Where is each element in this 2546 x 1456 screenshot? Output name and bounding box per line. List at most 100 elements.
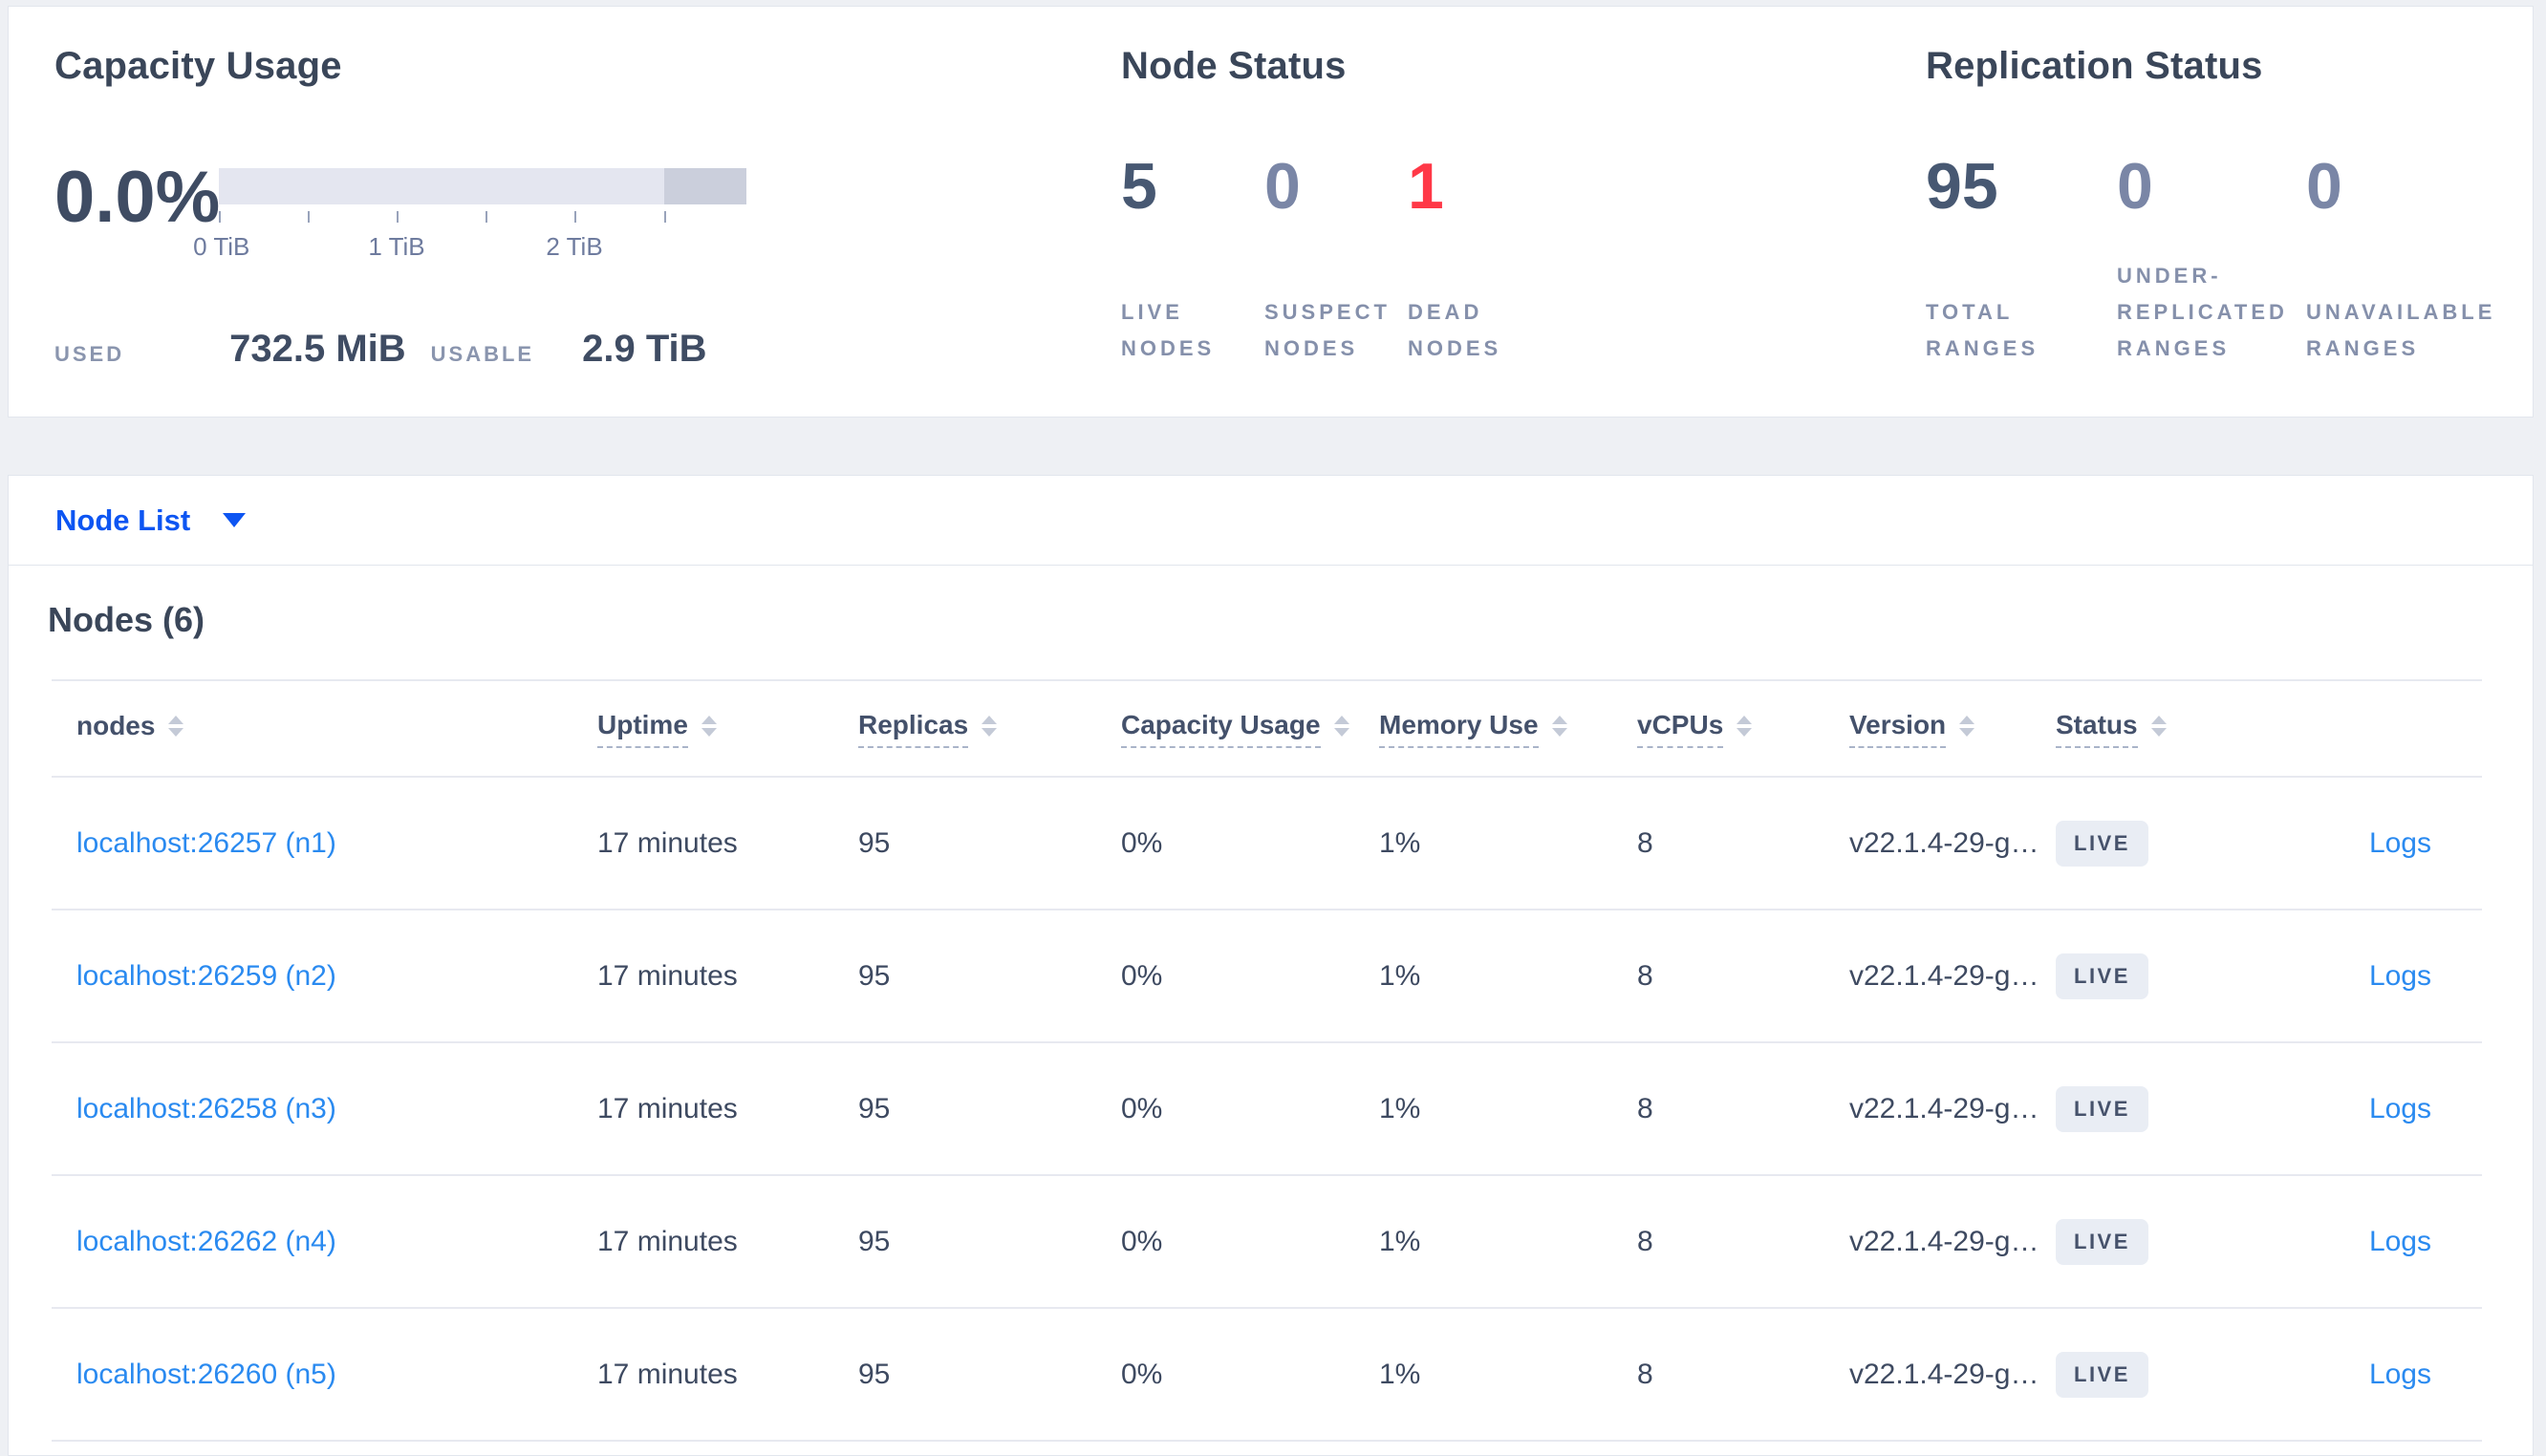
capacity-usage-cell: 0% [1121,1358,1163,1390]
memory-use-cell: 1% [1379,1358,1421,1390]
vcpus-cell: 8 [1637,1092,1653,1124]
capacity-usage-cell: 0% [1121,959,1163,992]
axis-tick [485,211,487,223]
node-link[interactable]: localhost:26257 (n1) [76,826,336,859]
status-badge: LIVE [2056,820,2148,867]
capacity-usage-cell: 0% [1121,1092,1163,1124]
node-status-title: Node Status [1121,45,1347,87]
replicas-cell: 95 [858,1358,891,1390]
uptime-cell: 17 minutes [597,1092,738,1124]
capacity-bar-unusable-segment [664,168,746,204]
view-selector-label: Node List [55,503,191,537]
vcpus-cell: 8 [1637,959,1653,992]
used-value: 732.5 MiB [229,328,406,370]
section-gap [8,418,2534,475]
nodes-table-header-row: nodes Uptime Replicas Capacity Usage Mem… [52,681,2482,778]
sort-icon [1737,715,1753,737]
divider [52,679,2482,681]
capacity-usage-bar [219,168,746,204]
under-replicated-ranges-label: UNDER- REPLICATED RANGES [2117,264,2288,360]
replicas-cell: 95 [858,826,891,859]
dead-nodes-label: DEAD NODES [1408,300,1502,360]
nodes-table-body: localhost:26257 (n1) 17 minutes 95 0% 1%… [9,778,2533,1442]
logs-link[interactable]: Logs [2368,959,2431,992]
dead-nodes-count: 1 [1408,150,1444,223]
uptime-cell: 17 minutes [597,826,738,859]
version-cell: v22.1.4-29-g… [1849,1092,2039,1124]
column-header-uptime[interactable]: Uptime [597,710,858,748]
node-link[interactable]: localhost:26258 (n3) [76,1092,336,1124]
replicas-cell: 95 [858,1225,891,1257]
axis-tick [574,211,577,223]
logs-link[interactable]: Logs [2368,1092,2431,1124]
total-ranges-count: 95 [1926,150,1998,223]
replication-status-values: 95 0 0 [1926,154,2342,219]
memory-use-cell: 1% [1379,959,1421,992]
column-header-nodes[interactable]: nodes [76,711,597,747]
node-link[interactable]: localhost:26260 (n5) [76,1358,336,1390]
column-header-memory-use[interactable]: Memory Use [1379,710,1637,748]
version-cell: v22.1.4-29-g… [1849,826,2039,859]
sort-icon [1959,715,1975,737]
memory-use-cell: 1% [1379,1225,1421,1257]
column-header-capacity-usage[interactable]: Capacity Usage [1121,710,1379,748]
unavailable-ranges-count: 0 [2306,150,2342,223]
node-status-values: 5 0 1 [1121,154,1444,219]
status-badge: LIVE [2056,1351,2148,1398]
replicas-cell: 95 [858,959,891,992]
used-label: USED [54,342,125,366]
capacity-used-row: USED 732.5 MiB USABLE 2.9 TiB [54,328,707,371]
axis-tick [219,211,221,223]
cluster-summary-panel: Capacity Usage 0.0% 0 TiB 1 TiB 2 TiB US… [8,6,2534,418]
vcpus-cell: 8 [1637,1358,1653,1390]
axis-tick [308,211,310,223]
view-selector-dropdown[interactable]: Node List [8,475,2534,566]
status-badge: LIVE [2056,953,2148,999]
capacity-percent-value: 0.0% [54,157,221,238]
total-ranges-label: TOTAL RANGES [1926,300,2039,360]
table-row: localhost:26260 (n5) 17 minutes 95 0% 1%… [52,1309,2482,1442]
suspect-nodes-label: SUSPECT NODES [1264,300,1391,360]
axis-label-0: 0 TiB [193,232,250,261]
replication-status-labels: TOTAL RANGES UNDER- REPLICATED RANGES UN… [1926,258,2507,367]
column-header-version[interactable]: Version [1849,710,2056,748]
uptime-cell: 17 minutes [597,959,738,992]
memory-use-cell: 1% [1379,826,1421,859]
node-link[interactable]: localhost:26259 (n2) [76,959,336,992]
node-status-labels: LIVE NODES SUSPECT NODES DEAD NODES [1121,294,1501,367]
capacity-usage-cell: 0% [1121,1225,1163,1257]
sort-icon [982,715,998,737]
uptime-cell: 17 minutes [597,1358,738,1390]
logs-link[interactable]: Logs [2368,826,2431,859]
under-replicated-ranges-count: 0 [2117,150,2153,223]
version-cell: v22.1.4-29-g… [1849,1358,2039,1390]
memory-use-cell: 1% [1379,1092,1421,1124]
status-badge: LIVE [2056,1085,2148,1132]
uptime-cell: 17 minutes [597,1225,738,1257]
node-link[interactable]: localhost:26262 (n4) [76,1225,336,1257]
axis-tick [663,211,666,223]
version-cell: v22.1.4-29-g… [1849,1225,2039,1257]
suspect-nodes-count: 0 [1264,150,1301,223]
replicas-cell: 95 [858,1092,891,1124]
sort-icon [1551,715,1567,737]
logs-link[interactable]: Logs [2368,1358,2431,1390]
axis-label-2: 2 TiB [546,232,603,261]
column-header-vcpus[interactable]: vCPUs [1637,710,1849,748]
column-header-replicas[interactable]: Replicas [858,710,1121,748]
nodes-table-panel: Nodes (6) nodes Uptime Replicas Capacity… [8,566,2534,1456]
table-row: localhost:26262 (n4) 17 minutes 95 0% 1%… [52,1176,2482,1309]
table-row: localhost:26259 (n2) 17 minutes 95 0% 1%… [52,910,2482,1043]
nodes-table-title: Nodes (6) [48,600,205,639]
unavailable-ranges-label: UNAVAILABLE RANGES [2306,300,2496,360]
column-header-status[interactable]: Status [2056,710,2295,748]
sort-icon [1333,715,1349,737]
status-badge: LIVE [2056,1218,2148,1265]
capacity-usage-title: Capacity Usage [54,45,342,87]
sort-icon [168,715,184,737]
logs-link[interactable]: Logs [2368,1225,2431,1257]
capacity-axis: 0 TiB 1 TiB 2 TiB [193,211,746,268]
live-nodes-label: LIVE NODES [1121,300,1216,360]
table-row: localhost:26257 (n1) 17 minutes 95 0% 1%… [52,778,2482,910]
sort-icon [2150,715,2167,737]
